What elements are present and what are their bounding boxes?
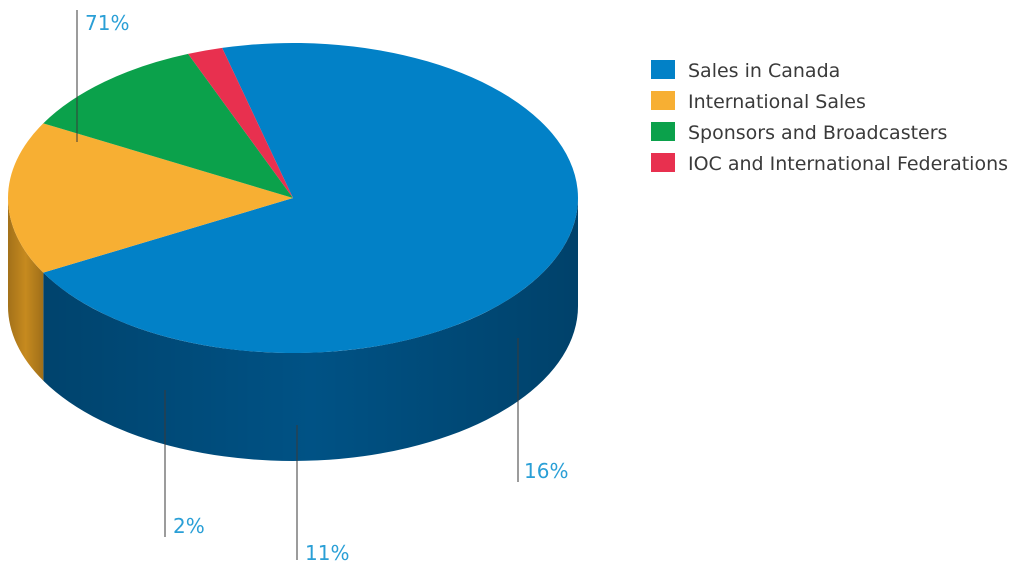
value-label-ioc-and-international-federations: 2% [173, 514, 205, 538]
value-label-sales-in-canada: 71% [85, 11, 129, 35]
legend-label-international-sales: International Sales [688, 91, 866, 113]
pie-sides [8, 198, 578, 461]
legend-swatch-sales-in-canada [651, 60, 675, 79]
value-label-sponsors-and-broadcasters: 11% [305, 541, 349, 563]
slice-sponsors-and-broadcasters [43, 53, 294, 198]
pie-tops [8, 42, 579, 353]
value-label-international-sales: 16% [524, 459, 568, 483]
legend-label-ioc-and-international-federations: IOC and International Federations [688, 153, 1008, 175]
legend-swatch-international-sales [651, 91, 675, 110]
legend-label-sales-in-canada: Sales in Canada [688, 60, 840, 82]
slice-sales-in-canada [43, 42, 579, 353]
legend-label-sponsors-and-broadcasters: Sponsors and Broadcasters [688, 122, 947, 144]
side-shading [8, 198, 44, 381]
side-shading [43, 198, 578, 461]
pie-value-labels: 71% 16% 11% 2% [85, 11, 568, 563]
legend: Sales in Canada International Sales Sponso… [651, 60, 1008, 175]
legend-swatch-sponsors-and-broadcasters [651, 122, 675, 141]
slice-international-sales [8, 123, 294, 273]
slice-ioc-and-international-federations [188, 47, 293, 198]
legend-swatch-ioc-and-international-federations [651, 153, 675, 172]
pie-leader-lines [76, 10, 519, 560]
